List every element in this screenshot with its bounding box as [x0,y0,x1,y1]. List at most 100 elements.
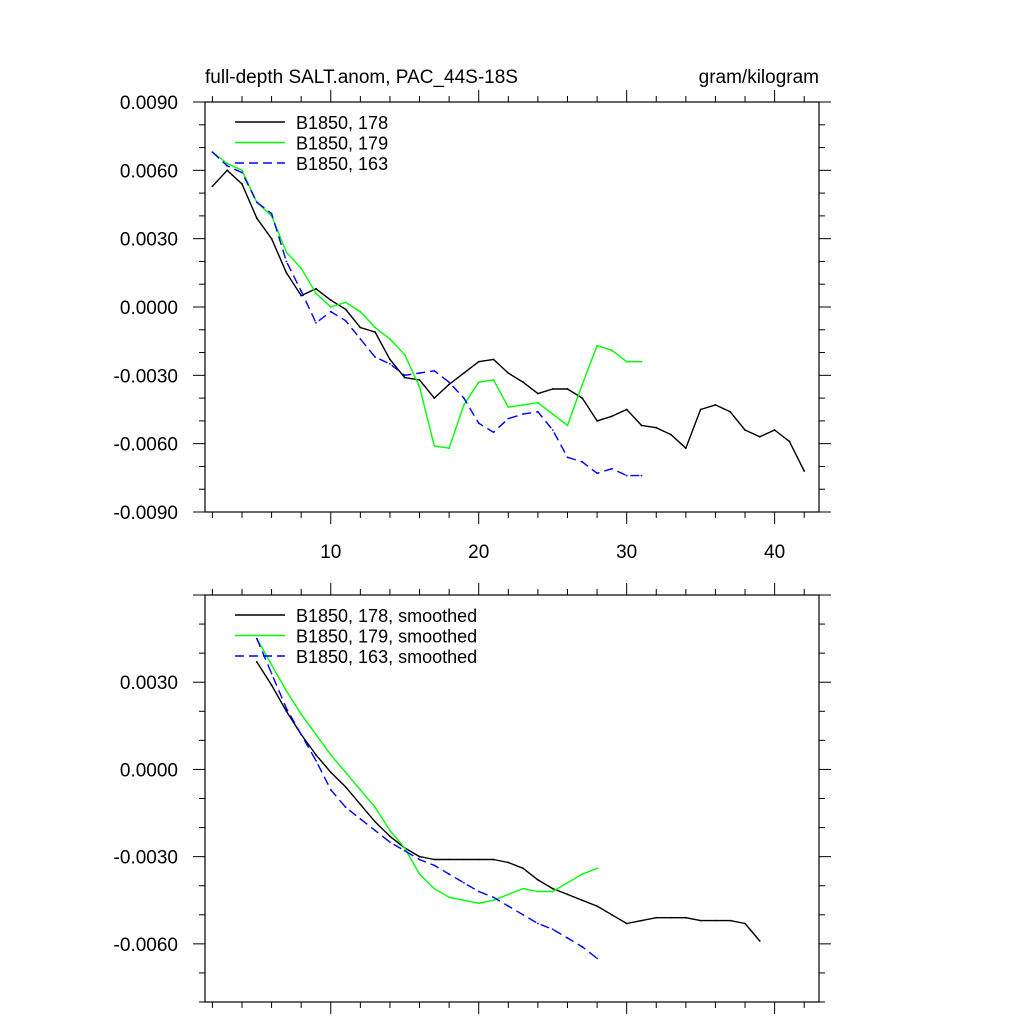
data-point [551,429,554,431]
data-point [285,710,288,713]
series-line [211,151,642,477]
data-point [596,905,598,907]
data-point [492,896,495,899]
data-point [551,887,554,890]
data-point [448,873,450,875]
data-point [211,185,214,188]
data-point [566,937,569,939]
data-point [477,381,480,384]
series-1 [211,169,806,472]
data-point [448,896,450,899]
data-point [315,292,317,295]
chart-panel-2: 0.0030 0.0000 -0.0030 -0.0060 B1850, 178, sm… [114,583,831,1014]
data-point [611,415,613,418]
y-tick-label: 0.0000 [120,298,178,319]
data-point [581,461,584,463]
y-tick-label: 0.0090 [120,93,178,114]
data-point [611,349,613,352]
data-point [344,301,347,304]
y-tick-label: 0.0000 [120,760,178,781]
data-point [433,864,436,867]
data-point [374,326,376,329]
data-point [285,690,288,692]
data-point [389,841,391,843]
data-point [448,381,450,384]
series-line [256,638,598,959]
data-point [522,913,524,916]
data-point [448,447,450,450]
y-tick-label: -0.0060 [114,435,178,456]
data-point [492,431,495,434]
legend-label: B1850, 178 [296,113,388,133]
data-point [329,754,332,756]
data-point [226,169,229,172]
chart-panel-1: full-depth SALT.anom, PAC_44S-18S gram/ki… [114,67,831,563]
data-point [699,919,702,922]
data-point [255,637,258,640]
x-tick-label: 30 [616,542,637,563]
data-point [270,663,273,666]
series-3 [211,151,643,477]
data-point [463,881,465,884]
data-point [625,474,628,477]
data-point [788,440,791,443]
data-point [463,372,465,374]
data-point [270,237,273,240]
data-point [270,684,273,686]
data-point [507,406,510,409]
data-point [596,957,598,960]
data-point [507,417,510,420]
data-point [329,299,332,302]
data-point [300,733,303,736]
y-tick-label: 0.0030 [120,230,178,251]
data-point [285,707,288,710]
data-point [625,360,628,363]
data-point [344,319,347,322]
data-point [329,306,332,308]
data-point [611,913,613,916]
data-point [403,376,406,379]
series-1 [255,661,761,942]
data-point [300,290,303,292]
data-point [581,945,584,948]
legend-label: B1850, 179, smoothed [296,627,477,647]
data-point [507,905,510,907]
data-point [522,381,524,384]
data-point [522,867,524,870]
data-point [522,404,524,406]
data-point [744,922,746,925]
data-point [758,940,761,942]
x-tick-label: 40 [764,542,785,563]
data-point [315,754,317,756]
data-point [522,887,524,890]
data-point [566,893,569,896]
data-point [241,183,243,185]
data-point [359,326,362,329]
data-point [655,916,658,919]
x-tick-label: 20 [468,542,489,563]
data-point [359,803,362,806]
data-point [300,713,303,716]
data-point [537,890,539,893]
legend-label: B1850, 163, smoothed [296,647,477,667]
chart-title: full-depth SALT.anom, PAC_44S-18S [205,67,518,88]
data-point [537,410,539,413]
data-point [403,847,406,849]
data-point [255,201,258,204]
data-point [670,916,672,919]
data-point [684,916,687,919]
data-point [433,445,436,447]
data-point [566,881,569,884]
data-point [374,331,376,333]
data-point [344,771,347,774]
data-point [418,858,421,861]
data-point [537,401,539,404]
data-point [374,806,376,809]
data-point [537,392,539,395]
data-point [329,310,332,313]
series-line [256,638,598,904]
data-point [255,661,258,663]
data-point [389,363,391,365]
data-point [714,404,717,406]
y-tick-label: 0.0060 [120,161,178,182]
